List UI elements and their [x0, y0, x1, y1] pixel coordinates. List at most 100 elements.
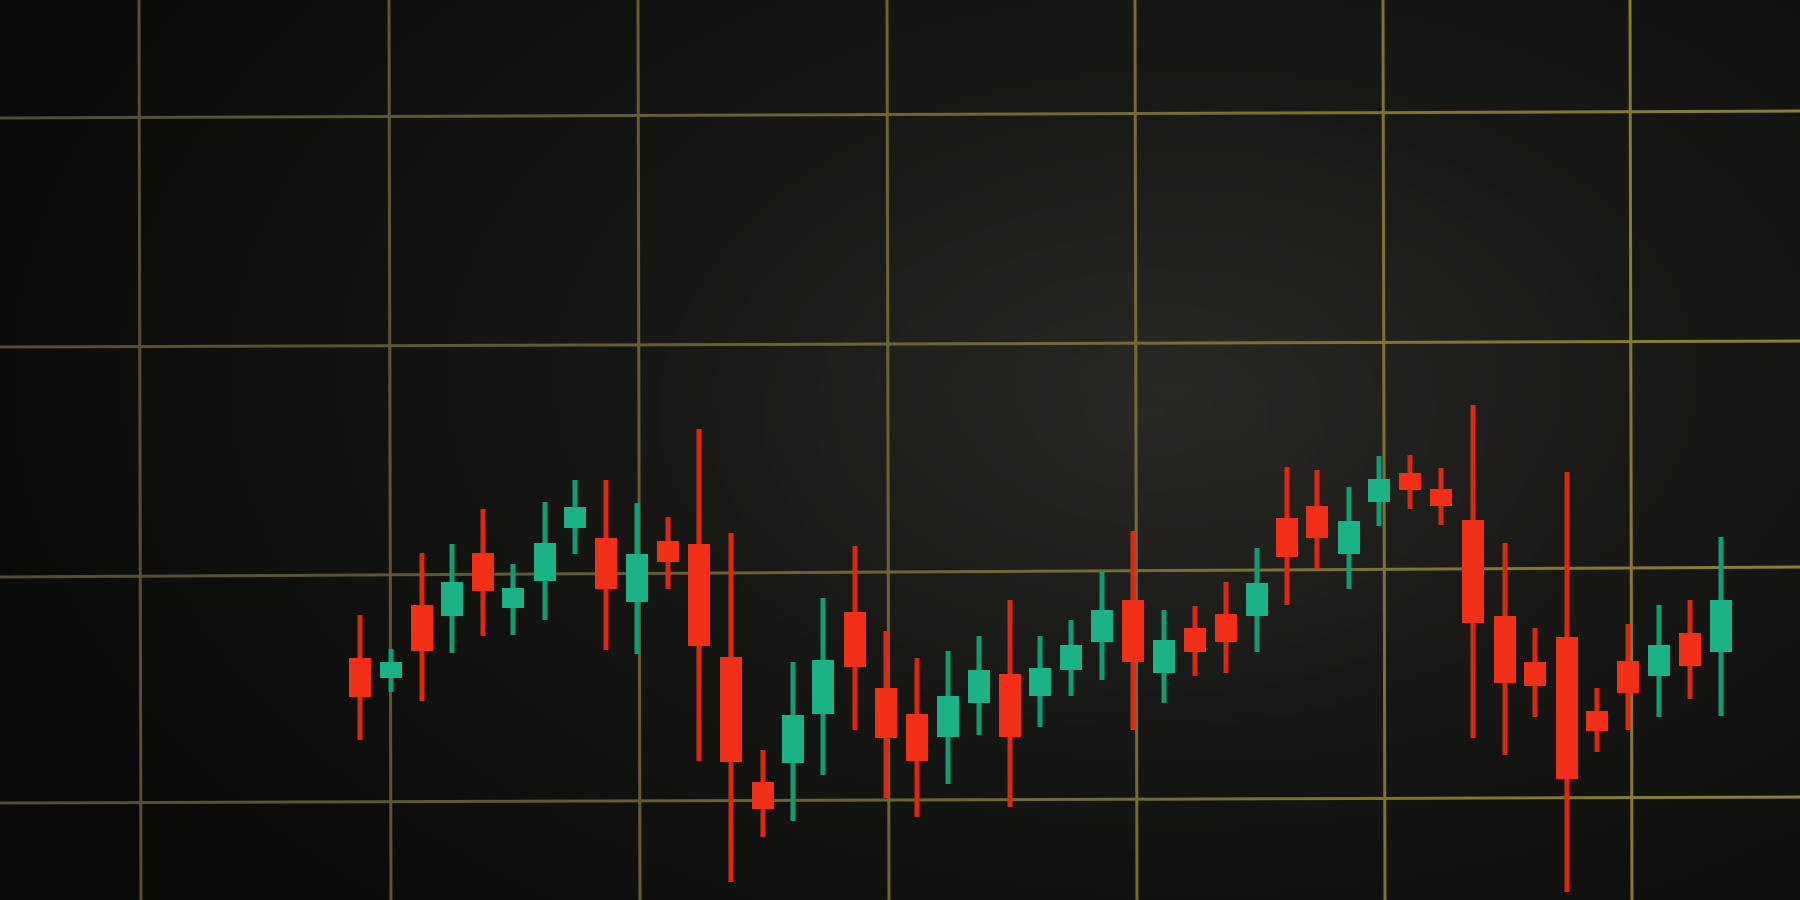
- candle-body: [906, 714, 928, 761]
- candle-body: [1617, 661, 1639, 693]
- grid-line-vertical: [137, 0, 143, 900]
- candle-up: [626, 503, 648, 654]
- candle-body: [1556, 637, 1578, 779]
- candle-down: [657, 517, 679, 589]
- candle-body: [1399, 473, 1421, 490]
- candle-body: [782, 715, 804, 763]
- candle-body: [1430, 489, 1452, 506]
- candle-down: [906, 658, 928, 817]
- grid-line-vertical: [1133, 0, 1139, 900]
- candle-body: [1276, 518, 1298, 557]
- candle-down: [875, 631, 897, 798]
- candle-down: [1617, 624, 1639, 730]
- grid-line-vertical: [885, 0, 891, 900]
- candle-up: [564, 480, 586, 554]
- candle-down: [1679, 600, 1701, 699]
- background-sheen: [632, 84, 1672, 744]
- candle-body: [441, 582, 463, 616]
- candle-body: [1338, 521, 1360, 554]
- candle-up: [1029, 636, 1051, 727]
- candle-body: [1679, 633, 1701, 666]
- candle-body: [1091, 610, 1113, 642]
- candle-down: [1276, 467, 1298, 605]
- candle-body: [968, 670, 990, 703]
- candle-body: [1524, 662, 1546, 686]
- candle-up: [1338, 487, 1360, 589]
- candle-body: [1586, 711, 1608, 731]
- candle-down: [999, 600, 1021, 807]
- grid-line-vertical: [636, 0, 642, 900]
- grid-line-vertical: [387, 0, 393, 900]
- candle-body: [657, 541, 679, 562]
- candle-body: [1710, 600, 1732, 652]
- candle-body: [844, 612, 866, 667]
- candle-body: [875, 688, 897, 738]
- candle-body: [1215, 614, 1237, 642]
- candle-up: [1091, 572, 1113, 680]
- candle-down: [688, 429, 710, 761]
- candle-up: [1153, 610, 1175, 703]
- candle-body: [380, 662, 402, 678]
- grid-line-horizontal: [0, 795, 1800, 805]
- candle-body: [1060, 645, 1082, 670]
- candle-up: [812, 598, 834, 775]
- candle-down: [1586, 688, 1608, 752]
- grid-line-vertical: [1381, 0, 1387, 900]
- candle-body: [688, 544, 710, 646]
- candle-body: [812, 660, 834, 714]
- candle-up: [1368, 456, 1390, 526]
- candle-down: [844, 546, 866, 730]
- candle-body: [1494, 616, 1516, 683]
- candle-down: [1430, 468, 1452, 525]
- background-glow: [632, 84, 1672, 744]
- candle-body: [411, 605, 433, 651]
- candle-down: [1399, 455, 1421, 509]
- candle-down: [1215, 582, 1237, 673]
- candle-down: [1184, 606, 1206, 676]
- candle-up: [380, 649, 402, 692]
- candle-down: [1556, 472, 1578, 892]
- candle-up: [441, 544, 463, 653]
- candle-up: [1246, 548, 1268, 652]
- candle-up: [1060, 620, 1082, 696]
- candle-down: [349, 615, 371, 740]
- candle-down: [1494, 543, 1516, 755]
- candle-up: [968, 636, 990, 735]
- candle-up: [534, 502, 556, 620]
- candle-body: [1648, 645, 1670, 676]
- candle-body: [349, 658, 371, 697]
- candle-down: [1306, 470, 1328, 569]
- candle-body: [937, 696, 959, 737]
- candle-body: [999, 674, 1021, 737]
- candle-body: [1368, 479, 1390, 502]
- candle-body: [1122, 600, 1144, 662]
- candle-body: [534, 543, 556, 581]
- candle-body: [1029, 668, 1051, 696]
- candle-body: [720, 657, 742, 762]
- candle-up: [782, 662, 804, 821]
- candle-body: [595, 538, 617, 589]
- candle-body: [1153, 640, 1175, 673]
- candle-body: [1184, 628, 1206, 652]
- candle-body: [472, 553, 494, 591]
- grid-line-horizontal: [0, 339, 1800, 349]
- candle-down: [752, 750, 774, 837]
- candle-down: [472, 509, 494, 636]
- candle-body: [626, 554, 648, 602]
- candle-up: [1710, 537, 1732, 716]
- candle-body: [1306, 506, 1328, 538]
- candles-layer: [349, 405, 1732, 892]
- candle-body: [1462, 520, 1484, 623]
- candle-down: [411, 553, 433, 701]
- candle-down: [1524, 628, 1546, 717]
- candle-up: [1648, 605, 1670, 717]
- candle-body: [564, 507, 586, 528]
- grid-line-horizontal: [0, 565, 1800, 579]
- candle-down: [720, 533, 742, 882]
- candle-body: [752, 782, 774, 809]
- candle-down: [1122, 531, 1144, 730]
- candle-down: [1462, 405, 1484, 738]
